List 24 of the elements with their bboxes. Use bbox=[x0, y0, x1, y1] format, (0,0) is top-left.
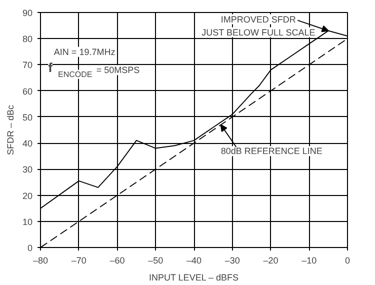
y-tick-label: 60 bbox=[22, 86, 33, 96]
x-tick-label: –20 bbox=[263, 256, 278, 266]
y-tick-label: 30 bbox=[22, 164, 33, 175]
y-tick-label: 20 bbox=[22, 190, 33, 201]
y-tick-label: 40 bbox=[22, 138, 33, 149]
x-tick-label: –30 bbox=[224, 256, 240, 266]
y-tick-label: 70 bbox=[22, 60, 33, 70]
annotation: IMPROVED SFDR JUST BELOW FULL SCALE bbox=[202, 14, 316, 38]
y-tick-label: 10 bbox=[22, 216, 33, 227]
y-tick-label: 50 bbox=[22, 112, 33, 122]
annotation: 80dB REFERENCE LINE bbox=[220, 146, 322, 156]
x-axis-title: INPUT LEVEL – dBFS bbox=[148, 272, 239, 282]
x-tick-label: –70 bbox=[71, 256, 86, 266]
annotation: AIN = 19.7MHz bbox=[54, 46, 116, 57]
x-tick-label: –80 bbox=[32, 256, 48, 266]
x-tick-label: –50 bbox=[148, 256, 164, 266]
x-tick-label: 0 bbox=[344, 256, 350, 266]
y-tick-label: 80 bbox=[22, 34, 33, 44]
x-tick-label: –40 bbox=[186, 256, 202, 266]
x-tick-label: –10 bbox=[302, 256, 317, 266]
y-tick-label: 90 bbox=[22, 8, 33, 18]
y-axis-title: SFDR – dBc bbox=[5, 104, 16, 156]
x-tick-label: –60 bbox=[110, 256, 125, 266]
y-tick-label: 0 bbox=[27, 243, 33, 253]
